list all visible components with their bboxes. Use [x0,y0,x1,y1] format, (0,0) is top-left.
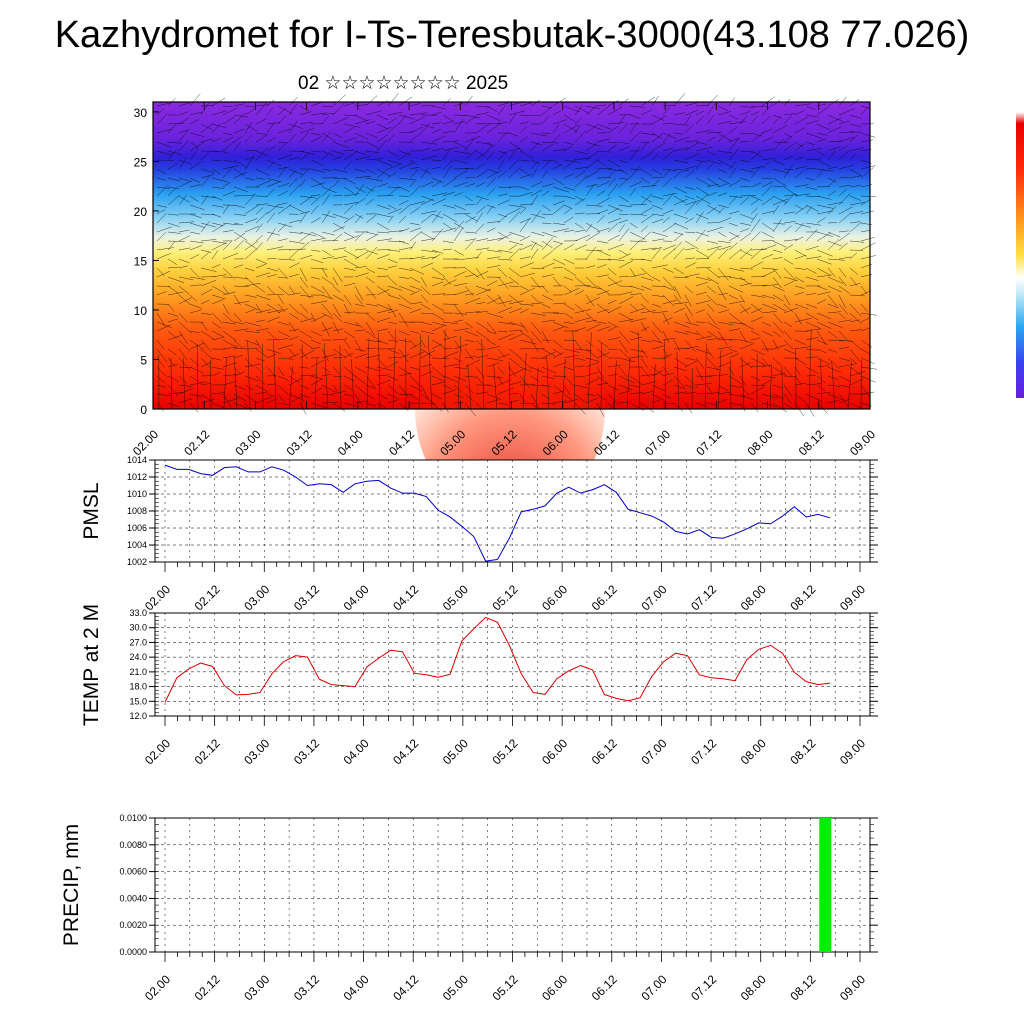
temp-line [164,616,831,703]
x-tick-label: 02.00 [142,972,173,1003]
y-tick-label: 25 [134,155,148,169]
y-tick-label: 1012 [127,472,147,482]
temp-ylabel: TEMP at 2 M [80,604,103,726]
y-tick-label: 5 [140,353,147,367]
x-tick-label: 07.12 [688,972,719,1003]
y-tick-label: 1004 [127,540,147,550]
x-tick-label: 02.00 [130,427,161,458]
y-tick-label: 1010 [127,489,147,499]
y-tick-label: 21.0 [129,667,147,677]
x-tick-label: 08.00 [738,582,769,613]
x-tick-label: 04.00 [341,582,372,613]
x-tick-label: 03.12 [291,972,322,1003]
x-tick-label: 03.00 [232,427,263,458]
x-tick-label: 09.00 [837,736,868,767]
x-tick-label: 08.00 [738,972,769,1003]
pmsl-line [164,464,831,562]
cross-section-panel: 0 5 10 15 20 25 30 02.00 02.12 03.00 03.12 04.00 04.… [130,93,878,519]
x-tick-label: 04.12 [390,582,421,613]
x-tick-label: 02.12 [181,427,212,458]
y-tick-label: 24.0 [129,652,147,662]
y-tick-label: 15.0 [129,696,147,706]
y-tick-label: 0 [140,403,147,417]
colorbar [1016,112,1024,398]
x-tick-label: 06.00 [539,972,570,1003]
precip-ylabel: PRECIP, mm [60,824,83,946]
x-tick-label: 09.00 [837,582,868,613]
x-tick-label: 05.12 [489,582,520,613]
x-tick-label: 03.00 [241,972,272,1003]
x-tick-label: 04.12 [386,427,417,458]
x-tick-label: 06.12 [589,582,620,613]
x-tick-label: 07.12 [688,582,719,613]
y-tick-label: 0.0040 [119,893,147,903]
x-tick-label: 08.12 [796,427,827,458]
x-tick-label: 03.12 [284,427,315,458]
x-tick-label: 05.00 [440,736,471,767]
y-tick-label: 27.0 [129,637,147,647]
x-tick-label: 08.00 [738,736,769,767]
precip-bar [819,818,832,952]
x-tick-label: 07.00 [642,427,673,458]
x-tick-label: 06.12 [589,736,620,767]
x-tick-label: 07.00 [638,582,669,613]
x-tick-label: 06.12 [589,972,620,1003]
x-tick-label: 07.00 [638,972,669,1003]
y-tick-label: 0.0020 [119,920,147,930]
y-tick-label: 1006 [127,523,147,533]
y-tick-label: 0.0060 [119,867,147,877]
x-tick-label: 07.12 [693,427,724,458]
x-tick-label: 07.00 [638,736,669,767]
x-tick-label: 04.12 [390,736,421,767]
x-tick-label: 08.12 [787,582,818,613]
x-tick-label: 03.12 [291,582,322,613]
y-tick-label: 0.0100 [119,813,147,823]
x-tick-label: 02.12 [192,736,223,767]
x-tick-label: 05.12 [489,736,520,767]
x-tick-label: 08.12 [787,972,818,1003]
y-tick-label: 1014 [127,455,147,465]
x-tick-label: 04.00 [335,427,366,458]
x-tick-label: 08.00 [745,427,776,458]
precip-panel: 0.0000 0.0020 0.0040 0.0060 0.0080 0.0100 PREC… [60,813,878,1003]
y-tick-label: 1002 [127,557,147,567]
x-tick-label: 02.12 [192,972,223,1003]
x-tick-label: 04.00 [341,736,372,767]
x-tick-label: 05.00 [440,972,471,1003]
y-tick-label: 30.0 [129,623,147,633]
y-tick-label: 20 [134,205,148,219]
x-tick-label: 04.12 [390,972,421,1003]
x-tick-label: 05.12 [489,972,520,1003]
wind-barbs [156,93,878,417]
y-tick-label: 1008 [127,506,147,516]
temp-panel: 12.0 15.0 18.0 21.0 24.0 27.0 30.0 33.0 TEMP at … [80,604,878,767]
x-tick-label: 08.12 [787,736,818,767]
y-tick-label: 12.0 [129,711,147,721]
x-tick-label: 04.00 [341,972,372,1003]
y-tick-label: 0.0000 [119,947,147,957]
x-tick-label: 03.00 [241,582,272,613]
x-tick-label: 06.00 [539,582,570,613]
y-tick-label: 18.0 [129,682,147,692]
y-tick-label: 0.0080 [119,840,147,850]
y-tick-label: 15 [134,254,148,268]
temp-frame [154,612,871,717]
x-tick-label: 09.00 [847,427,878,458]
pmsl-ylabel: PMSL [80,482,103,539]
x-tick-label: 03.12 [291,736,322,767]
x-tick-label: 02.12 [192,582,223,613]
y-tick-label: 33.0 [129,608,147,618]
x-tick-label: 03.00 [241,736,272,767]
x-tick-label: 07.12 [688,736,719,767]
chart-title: Kazhydromet for I-Ts-Teresbutak-3000(43.… [54,14,970,56]
y-tick-label: 10 [134,304,148,318]
x-tick-label: 05.00 [440,582,471,613]
x-tick-label: 06.00 [539,736,570,767]
y-tick-label: 30 [134,106,148,120]
x-tick-label: 09.00 [837,972,868,1003]
x-tick-label: 02.00 [142,736,173,767]
chart-subtitle: 02 ☆☆☆☆☆☆☆☆ 2025 [298,73,509,94]
